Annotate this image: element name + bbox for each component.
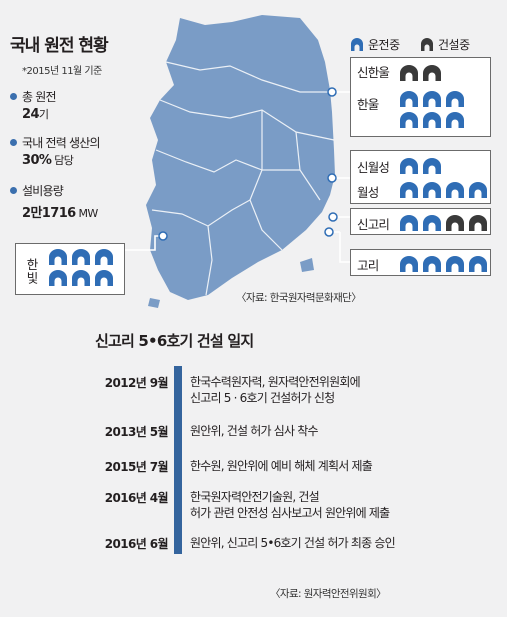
plant-name-shinhanul: 신한울	[357, 65, 390, 80]
reactor-operating-icon	[400, 158, 418, 174]
reactor-dome-blue-icon	[351, 37, 363, 51]
plant-location-dots	[158, 87, 338, 241]
reactor-operating-icon	[423, 158, 441, 174]
plant-icons-shinhanul	[399, 64, 442, 82]
timeline-event: 한수원, 원안위에 예비 해체 계획서 제출	[190, 458, 373, 474]
timeline-event: 원안위, 건설 허가 심사 착수	[190, 423, 319, 439]
korea-peninsula-shape	[146, 15, 335, 300]
plant-icons-wolseong	[399, 181, 488, 199]
plant-box-hanbit: 한빛	[15, 243, 125, 295]
timeline-event-line: 허가 관련 안전성 심사보고서 원안위에 제출	[190, 506, 390, 520]
stat-total-value: 24기	[22, 107, 49, 122]
reactor-operating-icon	[400, 256, 418, 272]
timeline-event-line: 한국원자력안전기술원, 건설	[190, 490, 320, 504]
plant-name-kori: 고리	[357, 258, 379, 273]
plant-icons-hanbit	[48, 248, 120, 287]
island-geoje	[300, 258, 314, 272]
province-borders	[151, 61, 335, 296]
reactor-operating-icon	[72, 249, 90, 265]
reactor-operating-icon	[469, 182, 487, 198]
plant-box-wolseong: 신월성 월성	[350, 150, 491, 204]
timeline-bar	[174, 366, 182, 554]
plant-icons-kori	[399, 255, 488, 273]
stat-share-label: 국내 전력 생산의	[10, 134, 101, 151]
date-note: *2015년 11월 기준	[22, 66, 102, 77]
reactor-operating-icon	[423, 215, 441, 231]
reactor-operating-icon	[95, 249, 113, 265]
timeline-event: 한국원자력안전기술원, 건설 허가 관련 안전성 심사보고서 원안위에 제출	[190, 489, 390, 521]
timeline-event: 한국수력원자력, 원자력안전위원회에 신고리 5 · 6호기 건설허가 신청	[190, 374, 361, 406]
timeline-title: 신고리 5•6호기 건설 일지	[95, 332, 254, 350]
legend-operating: 운전중	[350, 36, 400, 53]
stat-share-value: 30% 담당	[22, 153, 74, 168]
plant-name-hanbit: 한빛	[24, 258, 39, 285]
plant-icons-hanul	[399, 90, 469, 129]
hanbit-location-dot	[158, 231, 168, 241]
plant-name-shinkori: 신고리	[357, 217, 390, 232]
map-source: 〈자료: 한국원자력문화재단〉	[236, 292, 362, 304]
timeline-event-line: 한국수력원자력, 원자력안전위원회에	[190, 375, 361, 389]
timeline-event-line: 한수원, 원안위에 예비 해체 계획서 제출	[190, 459, 373, 473]
kori-location-dot	[324, 227, 334, 237]
plant-name-hanul: 한울	[357, 97, 379, 112]
stat-capacity-label: 설비용량	[10, 182, 64, 199]
reactor-construction-icon	[400, 65, 418, 81]
wolseong-location-dot	[327, 173, 337, 183]
legend-construction-label: 건설중	[438, 38, 470, 52]
plant-icons-shinwolseong	[399, 157, 442, 175]
stat-capacity-value: 2만1716 MW	[22, 206, 98, 221]
reactor-operating-icon	[446, 182, 464, 198]
timeline-event: 원안위, 신고리 5•6호기 건설 허가 최종 승인	[190, 535, 396, 551]
island-jindo	[148, 298, 160, 308]
korea-map	[125, 15, 350, 308]
reactor-construction-icon	[469, 215, 487, 231]
timeline-source: 〈자료: 원자력안전위원회〉	[270, 588, 387, 600]
timeline-event-line: 원안위, 신고리 5•6호기 건설 허가 최종 승인	[190, 536, 396, 550]
reactor-operating-icon	[400, 215, 418, 231]
reactor-operating-icon	[469, 256, 487, 272]
stat-total-label: 총 원전	[10, 88, 57, 105]
reactor-operating-icon	[446, 256, 464, 272]
legend-construction: 건설중	[420, 36, 470, 53]
timeline-date: 2013년 5월	[104, 425, 169, 439]
plant-box-hanul: 신한울 한울	[350, 57, 491, 137]
plant-box-kori: 고리	[350, 249, 491, 276]
plant-box-shinkori: 신고리	[350, 208, 491, 235]
plant-name-shinwolseong: 신월성	[357, 160, 390, 175]
page-title: 국내 원전 현황	[10, 36, 109, 56]
timeline-date: 2016년 4월	[104, 491, 169, 505]
reactor-operating-icon	[423, 112, 441, 128]
reactor-construction-icon	[423, 65, 441, 81]
reactor-operating-icon	[400, 91, 418, 107]
hanul-location-dot	[327, 87, 337, 97]
reactor-operating-icon	[423, 256, 441, 272]
timeline-event-line: 원안위, 건설 허가 심사 착수	[190, 424, 319, 438]
reactor-operating-icon	[72, 270, 90, 286]
reactor-operating-icon	[49, 270, 67, 286]
timeline-date: 2012년 9월	[104, 376, 169, 390]
shinkori-location-dot	[328, 212, 338, 222]
plant-icons-shinkori	[399, 214, 488, 232]
timeline-date: 2016년 6월	[104, 537, 169, 551]
plant-name-wolseong: 월성	[357, 185, 379, 200]
timeline-date: 2015년 7월	[104, 460, 169, 474]
reactor-operating-icon	[49, 249, 67, 265]
reactor-operating-icon	[400, 182, 418, 198]
reactor-operating-icon	[446, 112, 464, 128]
legend-operating-label: 운전중	[368, 38, 400, 52]
timeline-event-line: 신고리 5 · 6호기 건설허가 신청	[190, 391, 335, 405]
reactor-operating-icon	[423, 91, 441, 107]
reactor-operating-icon	[400, 112, 418, 128]
reactor-construction-icon	[446, 215, 464, 231]
reactor-operating-icon	[446, 91, 464, 107]
reactor-dome-dark-icon	[421, 37, 433, 51]
reactor-operating-icon	[95, 270, 113, 286]
reactor-operating-icon	[423, 182, 441, 198]
